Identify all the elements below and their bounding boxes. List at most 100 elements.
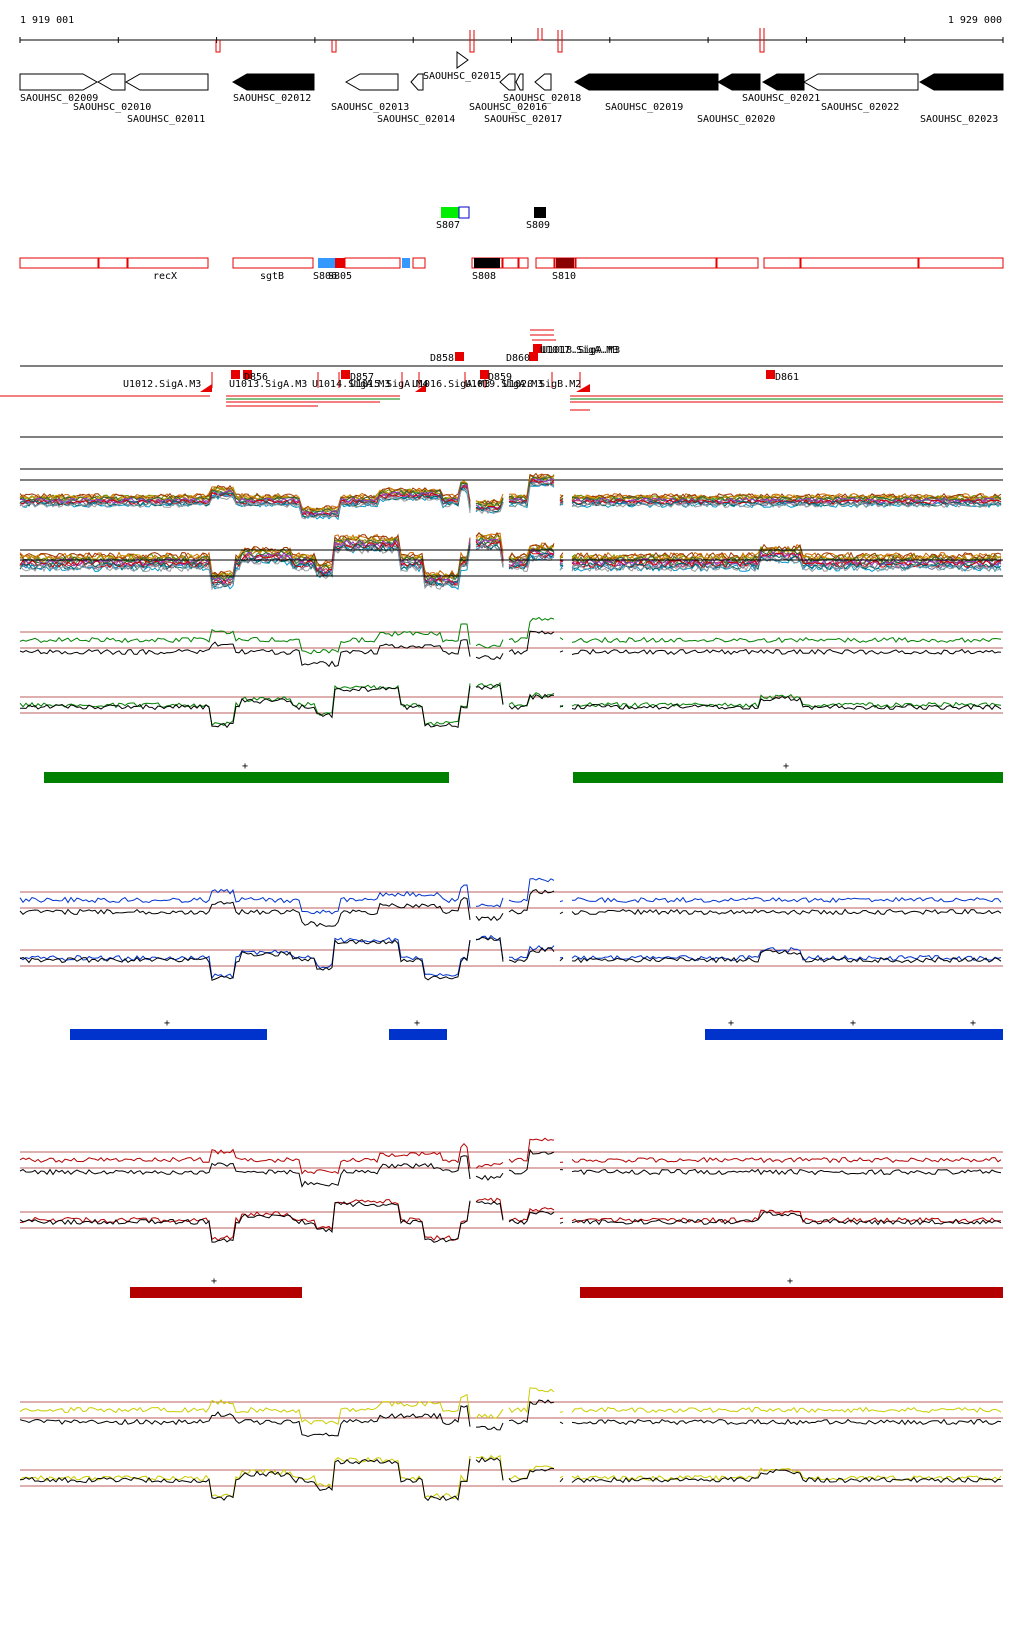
expression-profile (571, 648, 1002, 656)
upper-feature-track: S807 S809 (436, 206, 550, 231)
gene-arrow[interactable] (761, 73, 805, 91)
feature-box[interactable] (441, 207, 459, 218)
gene-label[interactable]: SAOUHSC_02020 (697, 114, 775, 125)
segment-box[interactable] (518, 257, 529, 269)
segment-box[interactable] (19, 257, 99, 269)
segment-box[interactable] (575, 257, 717, 269)
coordinate-ruler: 1 919 001 1 929 000 (19, 15, 1004, 53)
gene-arrow[interactable] (124, 73, 209, 91)
expression-profile (19, 639, 471, 668)
gene-label[interactable]: SAOUHSC_02021 (742, 93, 820, 104)
expression-profile (571, 946, 1002, 962)
gene-arrow[interactable] (19, 73, 99, 91)
expression-profile (571, 1406, 1002, 1414)
gene-shapes (19, 51, 1004, 91)
segment-box[interactable] (412, 257, 426, 269)
expression-profile (508, 554, 555, 572)
expression-profile (571, 1469, 1001, 1484)
condition-bar[interactable] (130, 1287, 302, 1298)
condition-bar[interactable] (705, 1029, 1003, 1040)
feature-box[interactable] (534, 207, 546, 218)
promoter-label: U1018.SigA.M3 (542, 345, 620, 356)
segment-box[interactable] (98, 257, 128, 269)
segment-box[interactable] (474, 258, 500, 268)
segment-box[interactable] (535, 257, 555, 269)
gene-arrow[interactable] (456, 51, 469, 69)
promoter-label: U1015.SigA.M4 (350, 379, 428, 390)
gene-arrow[interactable] (918, 73, 1004, 91)
expression-profile (571, 1418, 1002, 1426)
ruler-mark (537, 28, 543, 41)
condition-bar[interactable] (573, 772, 1003, 783)
promoter-marker[interactable] (341, 370, 350, 379)
expression-profile (475, 1197, 504, 1219)
expression-profile (559, 957, 564, 962)
condition-bar[interactable] (44, 772, 449, 783)
segment-box[interactable] (344, 257, 401, 269)
gene-label[interactable]: SAOUHSC_02010 (73, 102, 151, 113)
gene-label[interactable]: SAOUHSC_02014 (377, 114, 455, 125)
expression-profile (19, 1198, 471, 1242)
segment-box[interactable] (127, 257, 209, 269)
gene-label[interactable]: SAOUHSC_02022 (821, 102, 899, 113)
gene-arrow[interactable] (515, 73, 524, 91)
segment-box[interactable] (335, 258, 345, 268)
segment-label: recX (153, 271, 177, 282)
segment-box[interactable] (763, 257, 801, 269)
expression-profile (571, 501, 1002, 509)
segment-box[interactable] (716, 257, 759, 269)
expression-profile (508, 1207, 555, 1223)
promoter-marker[interactable] (766, 370, 775, 379)
expression-profile (475, 936, 504, 962)
segment-box[interactable] (556, 258, 574, 268)
expression-profile (19, 541, 471, 586)
gene-label[interactable]: SAOUHSC_02019 (605, 102, 683, 113)
gene-arrow[interactable] (410, 73, 424, 91)
promoter-marker[interactable] (529, 352, 538, 361)
promoter-marker[interactable] (533, 344, 542, 353)
expression-profile (475, 639, 504, 649)
gene-arrow[interactable] (716, 73, 761, 91)
expression-profile (475, 541, 504, 567)
gene-label[interactable]: SAOUHSC_02016 (469, 102, 547, 113)
expression-profile (559, 1475, 564, 1479)
condition-plus: + (787, 1276, 793, 1287)
gene-label[interactable]: SAOUHSC_02009 (20, 93, 98, 104)
promoter-marker[interactable] (455, 352, 464, 361)
gene-arrow[interactable] (534, 73, 552, 91)
promoter-label: U1013.SigA.M3 (229, 379, 307, 390)
gene-label[interactable]: SAOUHSC_02018 (503, 93, 581, 104)
expression-profile (19, 623, 471, 655)
condition-bar[interactable] (70, 1029, 267, 1040)
gene-label[interactable]: SAOUHSC_02013 (331, 102, 409, 113)
segment-box[interactable] (402, 258, 410, 268)
gene-label[interactable]: SAOUHSC_02011 (127, 114, 205, 125)
segment-box[interactable] (918, 257, 1004, 269)
gene-arrow[interactable] (344, 73, 399, 91)
expression-profile (559, 552, 564, 558)
segment-box[interactable] (318, 258, 335, 268)
gene-label[interactable]: SAOUHSC_02017 (484, 114, 562, 125)
gene-arrow[interactable] (802, 73, 919, 91)
promoter-marker[interactable] (231, 370, 240, 379)
segment-box[interactable] (232, 257, 314, 269)
ruler-ticks (19, 28, 1004, 53)
expression-profile (475, 540, 504, 566)
gene-arrow[interactable] (573, 73, 719, 91)
gene-label[interactable]: SAOUHSC_02012 (233, 93, 311, 104)
gene-arrow[interactable] (231, 73, 315, 91)
tss-arrow (415, 384, 426, 392)
ruler-mark (469, 30, 475, 53)
feature-box[interactable] (458, 206, 470, 219)
promoter-marker[interactable] (243, 370, 252, 379)
segment-box[interactable] (800, 257, 919, 269)
expression-profile (559, 705, 564, 708)
gene-arrow[interactable] (96, 73, 126, 91)
gene-arrow[interactable] (499, 73, 516, 91)
condition-bar[interactable] (389, 1029, 447, 1040)
gene-label[interactable]: SAOUHSC_02023 (920, 114, 998, 125)
segment-box[interactable] (502, 257, 519, 269)
condition-bar[interactable] (580, 1287, 1003, 1298)
gene-label[interactable]: SAOUHSC_02015 (423, 71, 501, 82)
segment-label: sgtB (260, 271, 284, 282)
